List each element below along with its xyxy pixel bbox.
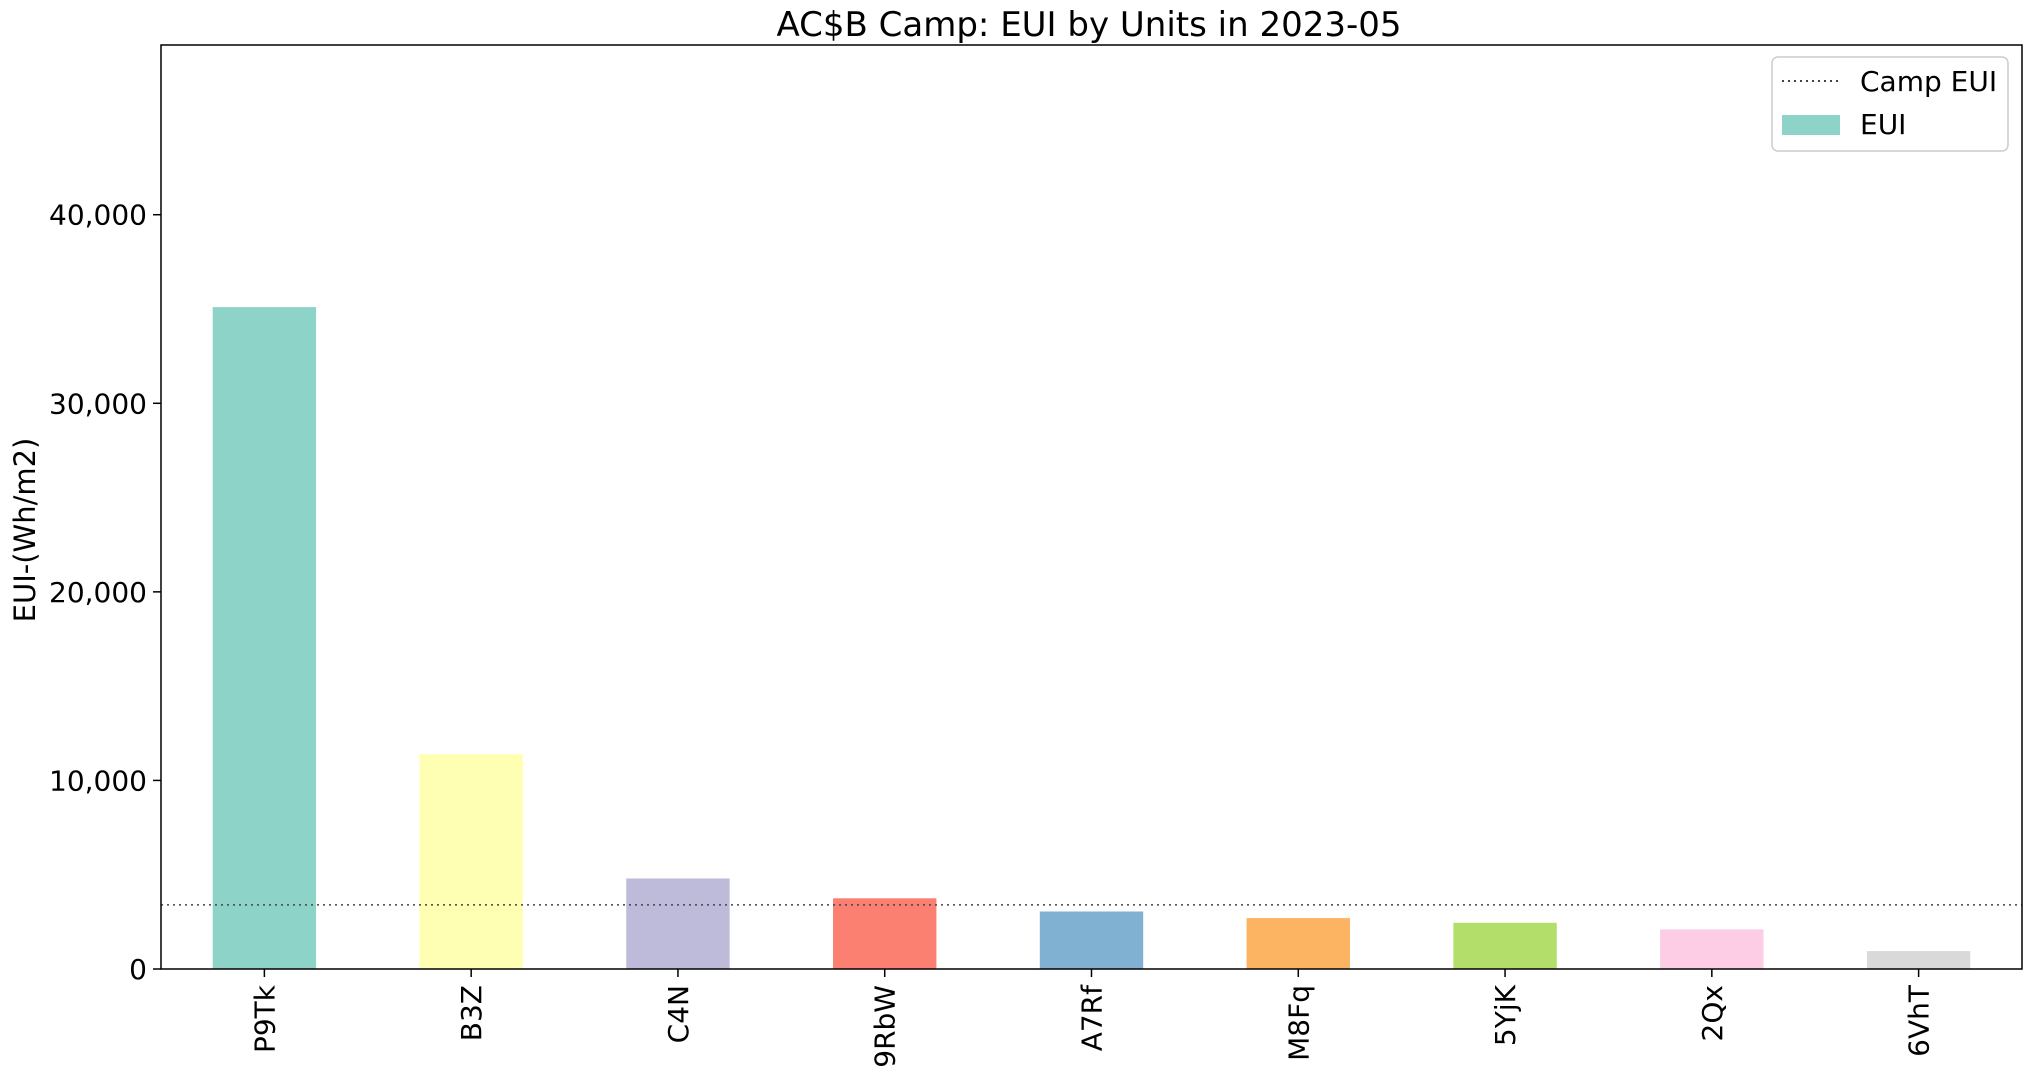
bar-6VhT [1866, 951, 1971, 969]
x-tick-label-6VhT: 6VhT [1903, 984, 1936, 1057]
bar-M8Fq [1246, 918, 1350, 969]
y-tick-label-10000: 10,000 [49, 764, 147, 797]
bars-group [212, 307, 1971, 970]
y-tick-label-40000: 40,000 [49, 199, 147, 232]
x-tick-label-B3Z: B3Z [455, 985, 488, 1041]
legend-eui-swatch [1782, 115, 1840, 135]
y-tick-label-30000: 30,000 [49, 387, 147, 420]
x-tick-label-P9Tk: P9Tk [248, 984, 281, 1053]
x-tick-label-5YjK: 5YjK [1489, 984, 1522, 1046]
bar-B3Z [419, 754, 523, 969]
legend: Camp EUI EUI [1771, 56, 2009, 152]
x-axis: P9Tk B3Z C4N 9RbW A7Rf M8Fq 5YjK 2Qx 6VhT [248, 969, 1936, 1068]
bar-9RbW [833, 898, 937, 969]
bar-5YjK [1453, 922, 1557, 969]
x-tick-label-2Qx: 2Qx [1696, 985, 1729, 1041]
x-tick-label-A7Rf: A7Rf [1076, 984, 1109, 1051]
chart-title: AC$B Camp: EUI by Units in 2023-05 [776, 5, 1401, 45]
y-tick-label-0: 0 [129, 953, 147, 986]
bar-A7Rf [1039, 911, 1144, 969]
legend-eui-label: EUI [1860, 108, 1906, 141]
y-tick-label-20000: 20,000 [49, 576, 147, 609]
y-axis: 0 10,000 20,000 30,000 40,000 [49, 199, 161, 986]
plot-frame [160, 44, 2023, 970]
x-tick-label-M8Fq: M8Fq [1282, 985, 1315, 1061]
x-tick-label-9RbW: 9RbW [869, 985, 902, 1068]
y-axis-label: EUI-(Wh/m2) [8, 438, 42, 623]
x-tick-label-C4N: C4N [662, 985, 695, 1043]
bar-C4N [626, 878, 730, 969]
bar-2Qx [1660, 929, 1764, 969]
bar-P9Tk [212, 307, 317, 970]
legend-camp-eui-label: Camp EUI [1860, 65, 1997, 98]
